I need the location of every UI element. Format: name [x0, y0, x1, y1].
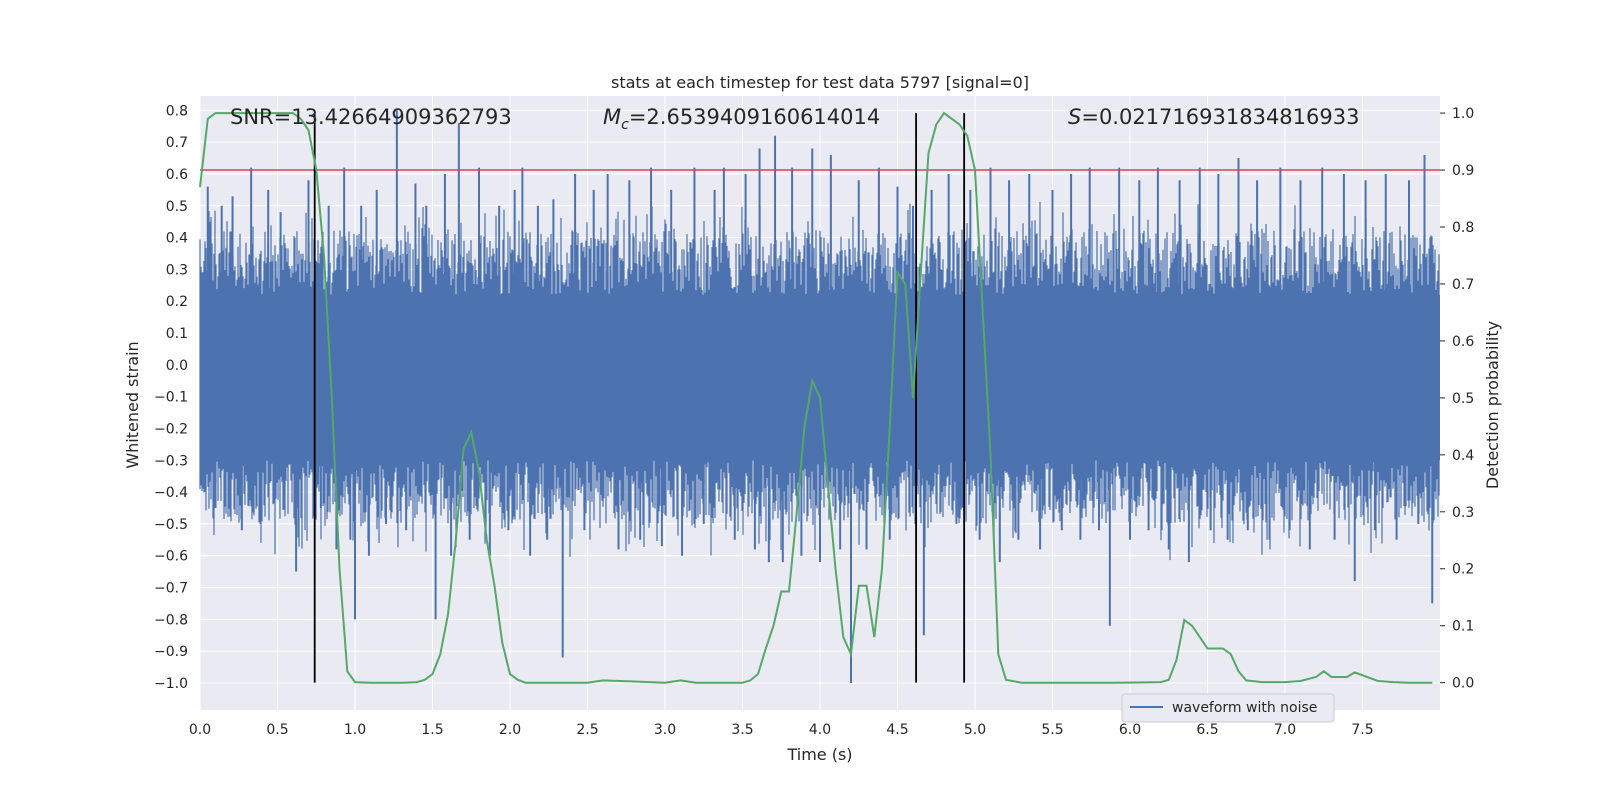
y-axis-label: Whitened strain	[123, 341, 142, 468]
y-tick-label: 0.7	[166, 135, 188, 151]
y2-tick-label: 0.3	[1452, 505, 1474, 521]
probability-series	[199, 111, 1433, 684]
x-tick-label: 5.0	[964, 722, 986, 738]
y-axis-ticks: 0.8 0.7 0.6 0.5 0.4 0.3 0.2 0.1 0.0 −0.1 −0.2 −0.3 −…	[154, 103, 188, 692]
y2-tick-label: 0.1	[1452, 619, 1474, 635]
y-tick-label: 0.6	[166, 167, 188, 183]
y2-tick-label: 0.4	[1452, 448, 1474, 464]
x-tick-label: 5.5	[1041, 722, 1063, 738]
y-tick-label: 0.1	[166, 326, 188, 342]
x-axis-label: Time (s)	[786, 745, 852, 764]
x-tick-label: 4.0	[809, 722, 831, 738]
y-tick-label: 0.3	[166, 262, 188, 278]
chart-title: stats at each timestep for test data 579…	[611, 73, 1029, 92]
y-tick-label: −0.8	[154, 612, 188, 628]
y-tick-label: −0.9	[154, 644, 188, 660]
y2-axis-label: Detection probability	[1483, 321, 1502, 489]
y2-tick-label: 0.0	[1452, 676, 1474, 692]
x-tick-label: 1.5	[421, 722, 443, 738]
y-tick-label: −0.4	[154, 485, 188, 501]
x-tick-label: 0.5	[266, 722, 288, 738]
x-tick-label: 2.5	[576, 722, 598, 738]
legend-box	[1121, 693, 1335, 723]
x-axis-ticks: 0.0 0.5 1.0 1.5 2.0 2.5 3.0 3.5 4.0 4.5 5.0 5.5 6.0 6…	[189, 722, 1374, 738]
x-tick-label: 0.0	[189, 722, 211, 738]
s-annotation: S=0.021716931834816933	[1068, 105, 1359, 129]
y2-tick-label: 0.7	[1452, 277, 1474, 293]
y2-tick-label: 0.6	[1452, 334, 1474, 350]
y-tick-label: 0.8	[166, 103, 188, 119]
x-tick-label: 3.5	[731, 722, 753, 738]
y2-tick-label: 0.8	[1452, 220, 1474, 236]
waveform-series	[199, 110, 1440, 683]
y2-tick-label: 0.9	[1452, 163, 1474, 179]
x-tick-label: 6.0	[1119, 722, 1141, 738]
y-tick-label: −0.7	[154, 581, 188, 597]
x-tick-label: 6.5	[1196, 722, 1218, 738]
chirp-mass-annotation: Mc=2.6539409160614014	[603, 105, 880, 133]
y-tick-label: −0.5	[154, 517, 188, 533]
x-tick-label: 7.0	[1274, 722, 1296, 738]
y-tick-label: −0.6	[154, 549, 188, 565]
x-tick-label: 4.5	[886, 722, 908, 738]
y-tick-label: −0.1	[154, 390, 188, 406]
x-tick-label: 2.0	[499, 722, 521, 738]
y-tick-label: −1.0	[154, 676, 188, 692]
legend: waveform with noise	[1121, 693, 1335, 723]
y2-tick-label: 0.5	[1452, 391, 1474, 407]
x-tick-label: 1.0	[344, 722, 366, 738]
y-tick-label: 0.0	[166, 358, 188, 374]
legend-entry-waveform: waveform with noise	[1172, 700, 1317, 716]
vertical-markers	[313, 113, 966, 683]
y-tick-label: −0.3	[154, 453, 188, 469]
y2-axis-ticks: 1.0 0.9 0.8 0.7 0.6 0.5 0.4 0.3 0.2 0.1 0.0	[1440, 106, 1474, 692]
y2-tick-label: 0.2	[1452, 562, 1474, 578]
y-tick-label: 0.2	[166, 294, 188, 310]
x-tick-label: 7.5	[1351, 722, 1373, 738]
y-tick-label: 0.4	[166, 231, 188, 247]
y2-tick-label: 1.0	[1452, 106, 1474, 122]
probability-line	[199, 111, 1433, 684]
y-tick-label: −0.2	[154, 421, 188, 437]
x-tick-label: 3.0	[654, 722, 676, 738]
y-tick-label: 0.5	[166, 199, 188, 215]
snr-annotation: SNR=13.42664909362793	[230, 105, 512, 129]
